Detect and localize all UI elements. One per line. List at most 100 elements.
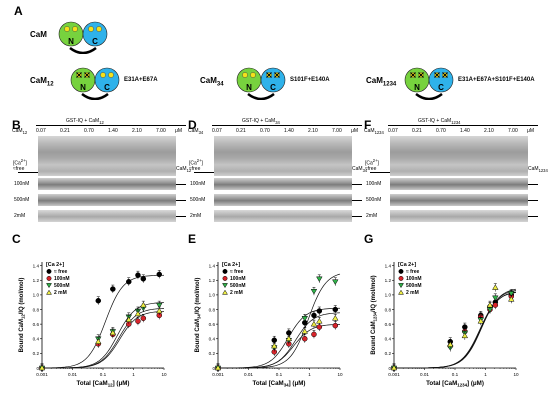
cam-linker xyxy=(247,92,275,101)
binding-chart: 0 0.2 0.4 0.6 0.8 1.0 1.2 1.4 0.001 0.01 0.1 1 10 Tot… xyxy=(371,262,519,388)
panel-letter-b: B xyxy=(12,118,21,132)
legend-marker xyxy=(222,289,228,295)
legend-entry: 2 mM xyxy=(406,290,419,296)
ca-label: [Ca2+] xyxy=(365,158,379,167)
band-tick xyxy=(352,200,362,201)
data-point-mm2 xyxy=(285,335,293,342)
data-point-nm100 xyxy=(135,318,141,324)
gel-strip-2mm xyxy=(38,210,176,222)
cam-linker xyxy=(415,92,443,101)
data-point-nm100 xyxy=(302,336,308,342)
band-label: CaM1234 xyxy=(528,166,548,173)
cam-linker xyxy=(69,46,97,55)
y-tick-label: 1.0 xyxy=(209,293,216,298)
cam-name-12: CaM12 xyxy=(30,76,54,88)
gel-condition-label: 500nM xyxy=(366,197,382,203)
gel-condition-label: 2mM xyxy=(190,213,202,219)
x-tick-label: 1 xyxy=(132,372,135,377)
conc-value: 0.07 xyxy=(388,128,398,134)
gel-panel: GST-IQ + CaM1234 CaM1234 0.07 0.21 0.70 1.4… xyxy=(364,118,548,228)
ca-dot xyxy=(250,72,256,78)
data-point-mm2 xyxy=(301,328,309,334)
data-point-mm2 xyxy=(477,317,485,324)
data-point-mm2 xyxy=(140,301,147,308)
band-tick xyxy=(528,200,538,201)
x-tick-label: 0.1 xyxy=(100,372,107,377)
data-point-free xyxy=(156,271,163,278)
n-lobe-label: N xyxy=(246,83,252,92)
data-point-free xyxy=(126,278,132,285)
header-rule xyxy=(212,125,362,126)
x-tick-label: 0.01 xyxy=(68,372,77,377)
ca-dot xyxy=(108,72,114,78)
ca-dot xyxy=(64,26,70,32)
conc-value: 2.10 xyxy=(484,128,494,134)
ca-dot xyxy=(100,72,106,78)
band-marker xyxy=(18,172,38,173)
legend-marker xyxy=(398,268,404,274)
band-tick xyxy=(528,184,538,185)
y-tick-label: 0.4 xyxy=(385,337,392,342)
y-tick-label: 1.4 xyxy=(33,263,40,268)
cam-lobes: N C xyxy=(58,21,108,55)
gel-condition-label: 100nM xyxy=(366,181,382,187)
crossed-ca-sites-n xyxy=(410,72,424,78)
data-point-mm2 xyxy=(214,364,222,371)
data-point-free xyxy=(311,312,317,319)
cam-lobes: N C xyxy=(70,67,120,101)
panel-letter-d: D xyxy=(188,118,197,132)
data-point-mm2 xyxy=(461,332,469,339)
conc-value: 7.00 xyxy=(156,128,166,134)
conc-value: 0.70 xyxy=(260,128,270,134)
y-tick-label: 0 xyxy=(36,366,39,371)
gel-image-top xyxy=(214,136,352,176)
conc-row: 0.07 0.21 0.70 1.40 2.10 7.00 xyxy=(388,128,528,136)
cam-conc-label: CaM1234 xyxy=(364,128,384,135)
x-tick-label: 10 xyxy=(337,372,343,377)
x-tick-label: 1 xyxy=(308,372,311,377)
conc-value: 0.07 xyxy=(212,128,222,134)
legend-entry: ≈ free xyxy=(406,269,420,275)
gel-strip-100nm xyxy=(38,178,176,190)
n-lobe-label: N xyxy=(414,83,420,92)
data-point-nm500 xyxy=(492,295,499,302)
legend-marker xyxy=(46,275,52,281)
band-label: CaM34 xyxy=(352,166,368,173)
c-lobe-label: C xyxy=(438,83,444,92)
data-point-nm500 xyxy=(310,288,318,295)
gel-strip-500nm xyxy=(390,194,528,206)
y-axis-label: Bound CaM1234/IQ (mol/mol) xyxy=(371,275,378,354)
band-tick xyxy=(176,200,186,201)
cam-linker xyxy=(81,92,109,101)
x-tick-label: 0.001 xyxy=(212,372,224,377)
legend-marker xyxy=(46,289,52,295)
band-tick xyxy=(176,184,186,185)
n-lobe-label: N xyxy=(80,83,86,92)
data-point-mm2 xyxy=(332,314,339,321)
ca-dot xyxy=(88,26,94,32)
cam-name-wt: CaM xyxy=(30,30,47,39)
crossed-ca-sites-c xyxy=(266,72,280,78)
legend-entry: ≈ free xyxy=(54,269,68,275)
y-tick-label: 0.8 xyxy=(385,307,392,312)
legend-marker xyxy=(222,283,228,289)
free-label: ≈free xyxy=(13,166,25,172)
fit-curve-mm2 xyxy=(42,308,165,369)
conc-value: 0.21 xyxy=(412,128,422,134)
cam-lobes: N C xyxy=(236,67,286,101)
gel-image-top xyxy=(38,136,176,176)
legend-entry: 100nM xyxy=(406,276,422,282)
gel-header: GST-IQ + CaM34 xyxy=(242,118,280,125)
x-tick-label: 0.1 xyxy=(276,372,283,377)
cam12-diagram: N C xyxy=(70,60,120,101)
x-tick-label: 10 xyxy=(161,372,167,377)
conc-value: 7.00 xyxy=(508,128,518,134)
data-point-free xyxy=(140,276,147,282)
x-tick-label: 0.001 xyxy=(36,372,48,377)
gel-condition-label: 100nM xyxy=(14,181,30,187)
data-point-nm100 xyxy=(316,324,323,330)
mutation-label-12: E31A+E67A xyxy=(124,77,158,83)
y-tick-label: 1.2 xyxy=(33,278,40,283)
